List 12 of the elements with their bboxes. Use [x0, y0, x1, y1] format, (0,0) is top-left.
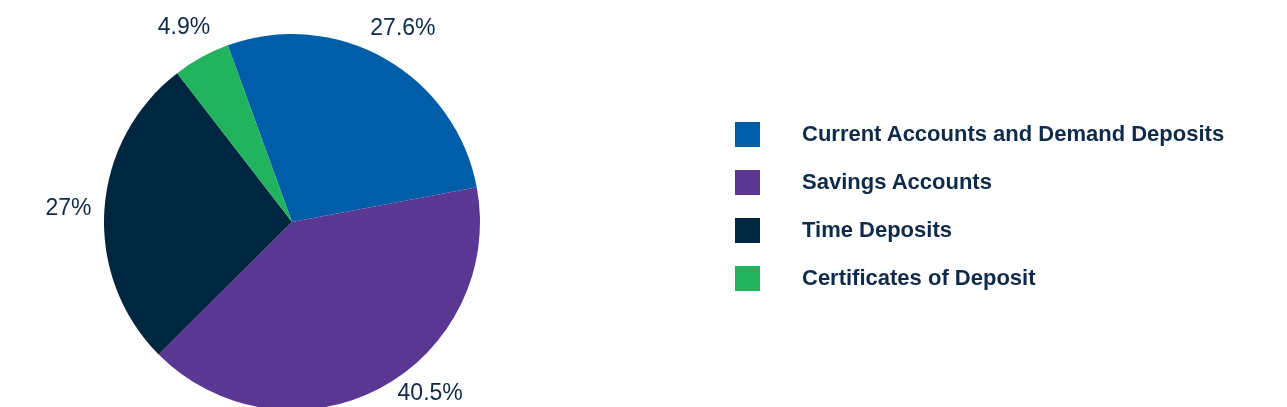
data-label: 4.9%	[157, 12, 211, 39]
legend-label: Time Deposits	[802, 217, 952, 243]
data-label: 27.6%	[370, 14, 436, 41]
legend-label: Certificates of Deposit	[802, 265, 1036, 291]
pie-slice	[158, 187, 480, 407]
pie-slice	[104, 73, 292, 355]
legend-label: Current Accounts and Demand Deposits	[802, 121, 1225, 147]
pie-slice	[227, 34, 477, 222]
data-label: 27%	[45, 194, 92, 221]
legend-label: Savings Accounts	[802, 169, 992, 195]
pie-slice	[177, 45, 292, 222]
data-label: 40.5%	[397, 379, 463, 405]
